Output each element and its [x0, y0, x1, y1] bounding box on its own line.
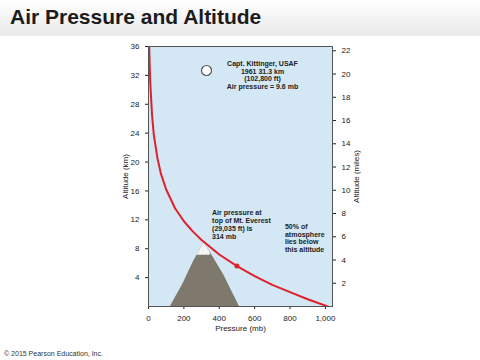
svg-text:Air pressure attop of Mt. Ever: Air pressure attop of Mt. Everest(29,035… — [212, 209, 271, 239]
svg-text:20: 20 — [131, 158, 140, 167]
svg-text:24: 24 — [131, 129, 140, 138]
html-text:© 2015 Pearson Education, Inc.: © 2015 Pearson Education, Inc. — [4, 350, 103, 357]
svg-text:16: 16 — [342, 116, 351, 125]
svg-text:0: 0 — [146, 314, 151, 323]
svg-text:28: 28 — [131, 100, 140, 109]
svg-text:12: 12 — [342, 163, 351, 172]
svg-text:400: 400 — [213, 314, 227, 323]
svg-text:800: 800 — [283, 314, 297, 323]
svg-text:36: 36 — [131, 42, 140, 51]
svg-text:200: 200 — [177, 314, 191, 323]
svg-text:Altitude (km): Altitude (km) — [121, 154, 130, 199]
svg-text:Pressure (mb): Pressure (mb) — [215, 324, 266, 333]
svg-text:12: 12 — [131, 215, 140, 224]
svg-text:8: 8 — [135, 244, 140, 253]
svg-text:600: 600 — [248, 314, 262, 323]
svg-text:10: 10 — [342, 186, 351, 195]
svg-text:Altitude (miles): Altitude (miles) — [352, 150, 361, 203]
svg-text:16: 16 — [131, 187, 140, 196]
html-text:Air Pressure and Altitude: Air Pressure and Altitude — [10, 5, 262, 28]
svg-text:32: 32 — [131, 71, 140, 80]
svg-text:1,000: 1,000 — [315, 314, 336, 323]
svg-text:20: 20 — [342, 70, 351, 79]
svg-text:6: 6 — [342, 232, 347, 241]
svg-text:50% ofatmospherelies belowthis: 50% ofatmospherelies belowthis altitude — [285, 223, 325, 253]
svg-text:18: 18 — [342, 93, 351, 102]
svg-text:14: 14 — [342, 139, 351, 148]
svg-text:4: 4 — [342, 256, 347, 265]
svg-text:8: 8 — [342, 209, 347, 218]
svg-text:2: 2 — [342, 279, 347, 288]
svg-text:4: 4 — [135, 273, 140, 282]
svg-text:Capt. Kittinger, USAF1961 31.3: Capt. Kittinger, USAF1961 31.3 km(102,80… — [227, 60, 299, 91]
svg-text:22: 22 — [342, 46, 351, 55]
